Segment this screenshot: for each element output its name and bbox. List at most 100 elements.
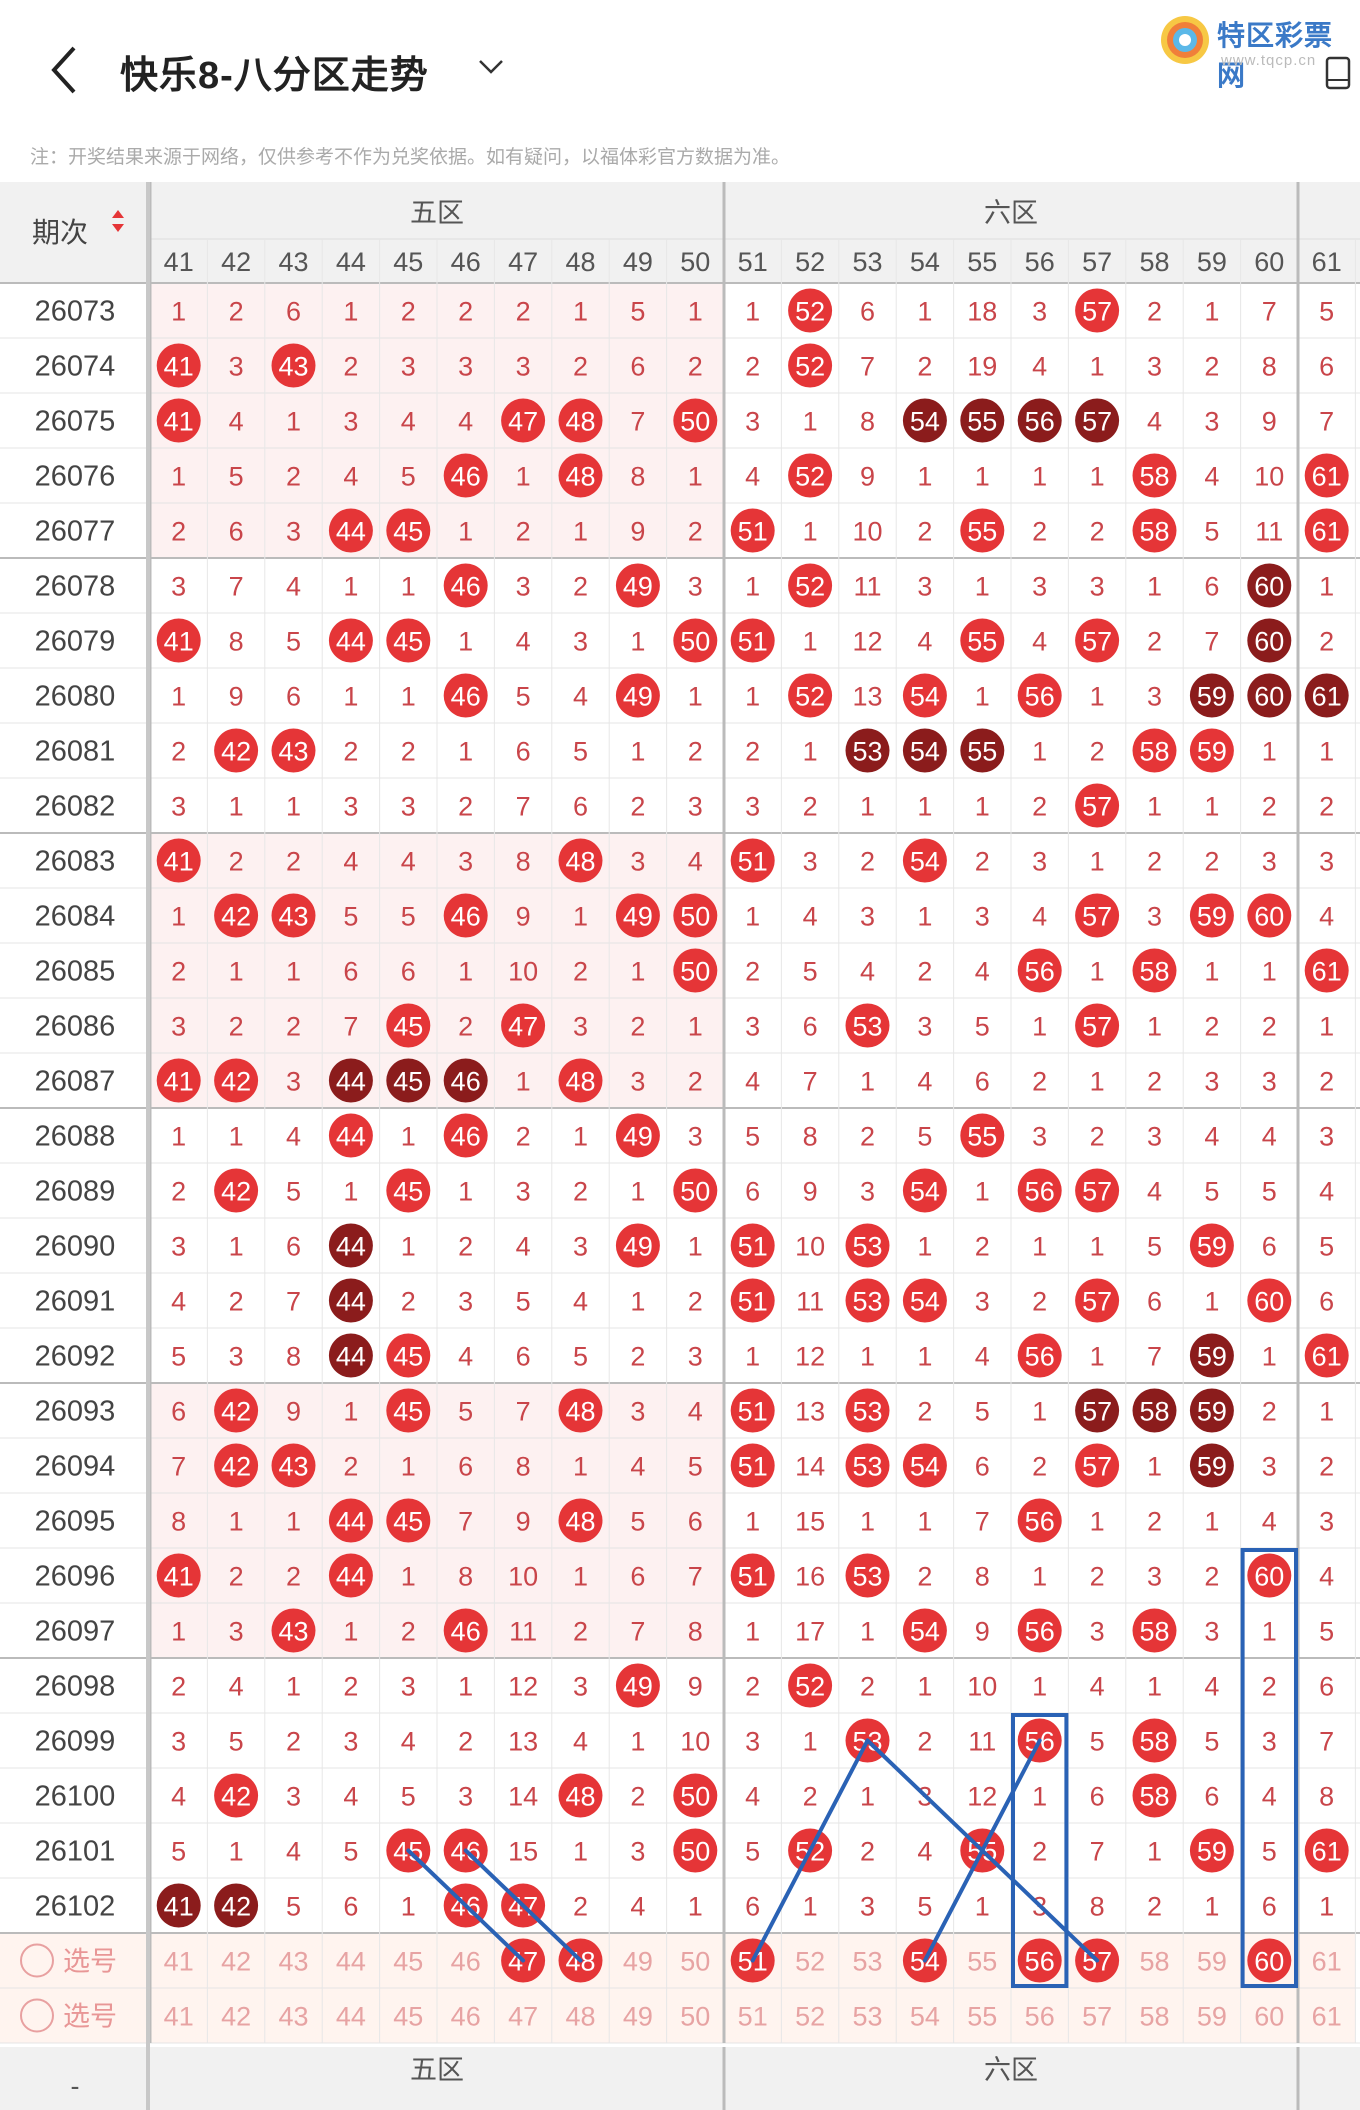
period-header[interactable]: 期次 xyxy=(32,217,88,248)
sort-up-icon[interactable] xyxy=(112,210,124,218)
pick-number[interactable]: 43 xyxy=(278,2002,308,2032)
zone-header-5: 五区 xyxy=(410,198,464,228)
miss-count: 3 xyxy=(171,572,186,602)
miss-count: 7 xyxy=(286,1287,301,1317)
number-ball xyxy=(328,1058,373,1103)
number-ball xyxy=(1189,1443,1234,1488)
miss-count: 1 xyxy=(1090,1342,1105,1372)
ball-number: 59 xyxy=(1197,1397,1227,1427)
pick-number[interactable]: 58 xyxy=(1139,2002,1169,2032)
pick-number[interactable]: 55 xyxy=(967,2002,997,2032)
pick-number[interactable]: 61 xyxy=(1312,2002,1342,2032)
miss-count: 1 xyxy=(745,1342,760,1372)
pick-number[interactable]: 52 xyxy=(795,2002,825,2032)
pick-number[interactable]: 43 xyxy=(278,1947,308,1977)
number-ball xyxy=(1189,673,1234,718)
pick-number[interactable]: 45 xyxy=(393,1947,423,1977)
pick-number[interactable]: 57 xyxy=(1082,2002,1112,2032)
miss-count: 2 xyxy=(1262,1672,1277,1702)
pick-number[interactable]: 60 xyxy=(1254,2002,1284,2032)
pick-number[interactable]: 56 xyxy=(1025,2002,1055,2032)
ball-number: 59 xyxy=(1197,737,1227,767)
pick-number[interactable]: 48 xyxy=(565,2002,595,2032)
pick-number[interactable]: 41 xyxy=(164,1947,194,1977)
pick-number[interactable]: 46 xyxy=(451,2002,481,2032)
miss-count: 3 xyxy=(630,1397,645,1427)
miss-count: 2 xyxy=(917,957,932,987)
pick-number[interactable]: 49 xyxy=(623,2002,653,2032)
pick-ball-number[interactable]: 56 xyxy=(1025,1947,1055,1977)
pick-number[interactable]: 50 xyxy=(680,2002,710,2032)
pick-number[interactable]: 59 xyxy=(1197,2002,1227,2032)
pick-number[interactable]: 51 xyxy=(738,2002,768,2032)
pick-number[interactable]: 47 xyxy=(508,2002,538,2032)
chevron-down-icon[interactable] xyxy=(476,52,506,82)
miss-count: 3 xyxy=(516,352,531,382)
ball-number: 41 xyxy=(164,1067,194,1097)
number-ball xyxy=(1075,1443,1120,1488)
pick-number[interactable]: 45 xyxy=(393,2002,423,2032)
ball-number: 58 xyxy=(1139,1617,1169,1647)
select-label[interactable]: 选号 xyxy=(63,2002,117,2032)
select-label[interactable]: 选号 xyxy=(63,1947,117,1977)
miss-count: 5 xyxy=(630,1507,645,1537)
ball-number: 61 xyxy=(1312,1342,1342,1372)
pick-ball-number[interactable]: 60 xyxy=(1254,1947,1284,1977)
pick-number[interactable]: 53 xyxy=(852,2002,882,2032)
pick-number[interactable]: 44 xyxy=(336,2002,366,2032)
miss-count: 2 xyxy=(458,297,473,327)
miss-count: 10 xyxy=(508,1562,538,1592)
ball-number: 42 xyxy=(221,1892,251,1922)
pick-ball[interactable] xyxy=(1247,1938,1292,1983)
pick-number[interactable]: 50 xyxy=(680,1947,710,1977)
pick-number[interactable]: 52 xyxy=(795,1947,825,1977)
pick-ball[interactable] xyxy=(1017,1938,1062,1983)
number-ball xyxy=(615,563,660,608)
number-ball xyxy=(1247,1278,1292,1323)
miss-count: 3 xyxy=(458,1782,473,1812)
select-radio[interactable] xyxy=(20,1943,54,1978)
ball-number: 58 xyxy=(1139,737,1169,767)
number-ball xyxy=(1247,618,1292,663)
phone-icon[interactable] xyxy=(1323,56,1353,90)
pick-number[interactable]: 44 xyxy=(336,1947,366,1977)
pick-number[interactable]: 59 xyxy=(1197,1947,1227,1977)
number-ball xyxy=(730,838,775,883)
miss-count: 3 xyxy=(229,1342,244,1372)
ball-number: 45 xyxy=(393,627,423,657)
pick-number[interactable]: 49 xyxy=(623,1947,653,1977)
ball-number: 57 xyxy=(1082,1287,1112,1317)
pick-number[interactable]: 46 xyxy=(451,1947,481,1977)
miss-count: 2 xyxy=(401,1287,416,1317)
miss-count: 5 xyxy=(975,1012,990,1042)
miss-count: 3 xyxy=(458,352,473,382)
miss-count: 1 xyxy=(630,1287,645,1317)
miss-count: 4 xyxy=(516,1232,531,1262)
number-ball xyxy=(328,1498,373,1543)
period-cell: 26078 xyxy=(35,571,116,603)
pick-number[interactable]: 41 xyxy=(164,2002,194,2032)
pick-number[interactable]: 54 xyxy=(910,2002,940,2032)
pick-number[interactable]: 42 xyxy=(221,2002,251,2032)
pick-number[interactable]: 53 xyxy=(852,1947,882,1977)
disclaimer-note: 注：开奖结果来源于网络，仅供参考不作为兑奖依据。如有疑问，以福体彩官方数据为准。 xyxy=(30,147,791,168)
pick-number[interactable]: 61 xyxy=(1312,1947,1342,1977)
ball-number: 53 xyxy=(852,1287,882,1317)
sort-down-icon[interactable] xyxy=(112,224,124,232)
miss-count: 3 xyxy=(516,1177,531,1207)
select-radio[interactable] xyxy=(20,1998,54,2033)
highlight-box xyxy=(1011,1713,1069,1988)
miss-count: 1 xyxy=(458,957,473,987)
miss-count: 1 xyxy=(343,1397,358,1427)
pick-number[interactable]: 42 xyxy=(221,1947,251,1977)
number-ball xyxy=(156,1883,201,1928)
pick-number[interactable]: 58 xyxy=(1139,1947,1169,1977)
number-ball xyxy=(902,673,947,718)
number-ball xyxy=(271,343,316,388)
miss-count: 2 xyxy=(286,1727,301,1757)
number-ball xyxy=(615,1113,660,1158)
back-arrow-icon[interactable] xyxy=(46,42,86,98)
miss-count: 4 xyxy=(745,1782,760,1812)
miss-count: 1 xyxy=(1147,792,1162,822)
pick-number[interactable]: 55 xyxy=(967,1947,997,1977)
